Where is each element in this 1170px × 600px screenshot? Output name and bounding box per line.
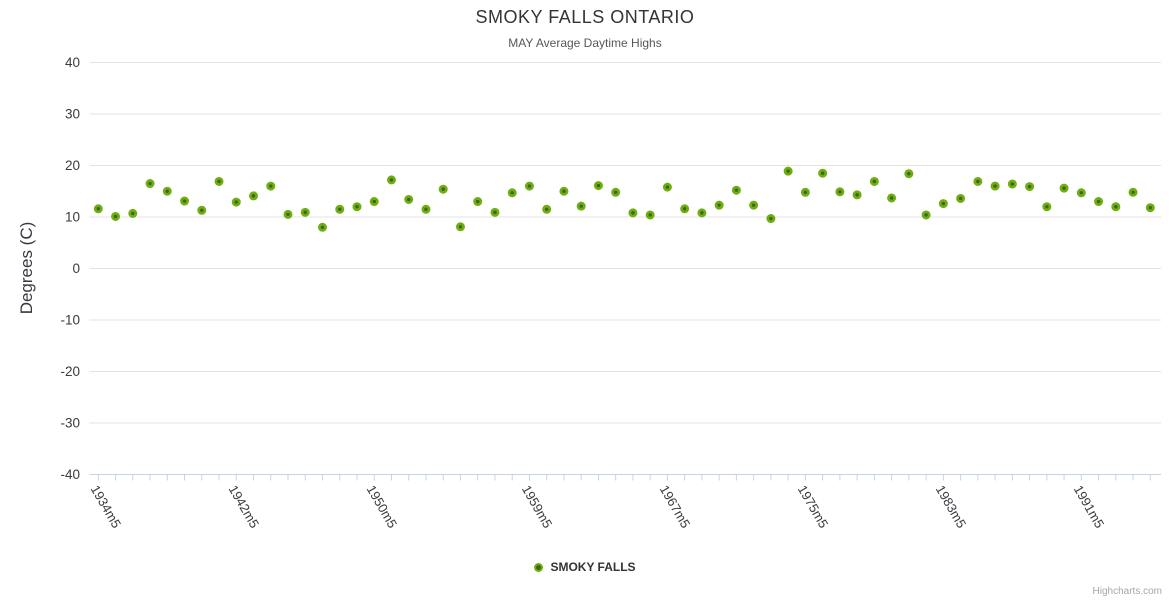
data-point[interactable] [645,210,655,220]
legend-label: SMOKY FALLS [550,560,636,574]
data-point[interactable] [818,168,828,178]
data-point[interactable] [438,184,448,194]
data-point[interactable] [611,187,621,197]
data-point[interactable] [559,186,569,196]
data-point[interactable] [145,179,155,189]
data-point[interactable] [1059,183,1069,193]
data-point[interactable] [421,204,431,214]
legend-marker-icon [534,562,544,572]
data-point[interactable] [697,208,707,218]
x-axis-tick-label: 1983m5 [933,483,969,531]
y-axis-tick-label: 20 [65,158,80,173]
chart-subtitle: MAY Average Daytime Highs [508,36,662,50]
chart-title: SMOKY FALLS ONTARIO [475,7,695,27]
data-point[interactable] [249,191,259,201]
data-point[interactable] [973,176,983,186]
data-point[interactable] [542,204,552,214]
y-axis-tick-label: 30 [65,107,80,122]
y-axis-tick-label: -20 [60,364,80,379]
data-point[interactable] [369,197,379,207]
data-point[interactable] [404,194,414,204]
x-axis-tick-label: 1975m5 [795,483,831,531]
data-point[interactable] [835,187,845,197]
data-point[interactable] [904,169,914,179]
data-point[interactable] [93,204,103,214]
data-point[interactable] [1007,179,1017,189]
data-point[interactable] [473,197,483,207]
y-axis-tick-label: 0 [72,261,80,276]
data-point[interactable] [524,181,534,191]
data-point[interactable] [300,207,310,217]
y-axis-tick-label: -30 [60,416,80,431]
data-point[interactable] [490,207,500,217]
data-point[interactable] [731,185,741,195]
data-point[interactable] [455,222,465,232]
data-point[interactable] [162,186,172,196]
data-point[interactable] [938,199,948,209]
data-point[interactable] [766,214,776,224]
data-point[interactable] [921,210,931,220]
x-axis-tick-label: 1950m5 [364,483,400,531]
y-axis-tick-label: 40 [65,55,80,70]
data-point[interactable] [576,201,586,211]
data-point[interactable] [887,193,897,203]
data-point[interactable] [852,190,862,200]
y-axis-tick-label: 10 [65,210,80,225]
data-point[interactable] [507,188,517,198]
data-point[interactable] [386,175,396,185]
data-point[interactable] [335,204,345,214]
legend-item[interactable]: SMOKY FALLS [0,560,1170,574]
data-point[interactable] [111,211,121,221]
data-point[interactable] [1145,203,1155,213]
highcharts-credit-link[interactable]: Highcharts.com [1092,586,1162,597]
data-point[interactable] [266,181,276,191]
x-axis-tick-label: 1991m5 [1071,483,1107,531]
data-point[interactable] [990,181,1000,191]
data-point[interactable] [352,202,362,212]
data-point[interactable] [783,166,793,176]
data-point[interactable] [662,182,672,192]
data-point[interactable] [680,204,690,214]
data-point[interactable] [197,205,207,215]
data-point[interactable] [128,208,138,218]
data-point[interactable] [317,222,327,232]
data-point[interactable] [1025,182,1035,192]
data-point[interactable] [628,208,638,218]
y-axis-tick-label: -10 [60,313,80,328]
data-point[interactable] [956,193,966,203]
data-point[interactable] [231,197,241,207]
data-point[interactable] [800,187,810,197]
data-point[interactable] [1094,197,1104,207]
data-point[interactable] [869,176,879,186]
data-point[interactable] [1076,188,1086,198]
data-point[interactable] [593,181,603,191]
data-point[interactable] [1042,202,1052,212]
data-point[interactable] [714,200,724,210]
data-point[interactable] [1128,187,1138,197]
x-axis-tick-label: 1959m5 [519,483,555,531]
data-point[interactable] [180,196,190,206]
x-axis-tick-label: 1942m5 [226,483,262,531]
data-point[interactable] [283,209,293,219]
data-point[interactable] [214,176,224,186]
x-axis-tick-label: 1934m5 [88,483,124,531]
data-point[interactable] [1111,202,1121,212]
y-axis-tick-label: -40 [60,467,80,482]
x-axis-tick-label: 1967m5 [657,483,693,531]
data-point[interactable] [749,200,759,210]
